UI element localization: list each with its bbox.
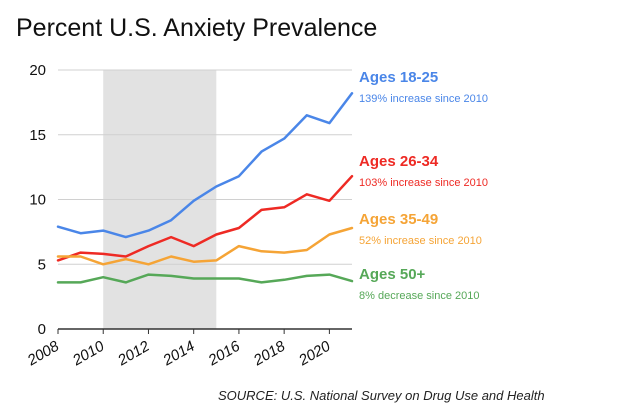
legend-series-name: Ages 50+ (359, 266, 426, 283)
legend-series-note: 8% decrease since 2010 (359, 290, 479, 302)
y-tick-label: 20 (29, 62, 46, 79)
x-tick-label: 2008 (24, 337, 63, 369)
x-tick-label: 2016 (205, 337, 244, 369)
x-tick-label: 2012 (114, 337, 153, 369)
legend-series-name: Ages 18-25 (359, 69, 438, 86)
source-note: SOURCE: U.S. National Survey on Drug Use… (218, 388, 545, 403)
legend-series-name: Ages 26-34 (359, 153, 439, 170)
y-tick-label: 5 (38, 256, 46, 273)
chart-title: Percent U.S. Anxiety Prevalence (16, 14, 378, 42)
x-tick-label: 2018 (250, 337, 289, 369)
y-tick-label: 0 (38, 321, 46, 338)
y-tick-label: 15 (29, 127, 46, 144)
y-tick-label: 10 (29, 192, 46, 209)
series-line (56, 226, 354, 266)
x-tick-label: 2020 (295, 337, 334, 369)
series-line (56, 92, 354, 239)
x-tick-label: 2014 (159, 338, 197, 370)
x-tick-label: 2010 (69, 337, 108, 369)
series-line (56, 174, 354, 262)
legend-series-note: 139% increase since 2010 (359, 93, 488, 105)
legend-series-note: 103% increase since 2010 (359, 177, 488, 189)
series-line (56, 273, 354, 284)
legend-series-name: Ages 35-49 (359, 211, 438, 228)
legend-series-note: 52% increase since 2010 (359, 235, 482, 247)
